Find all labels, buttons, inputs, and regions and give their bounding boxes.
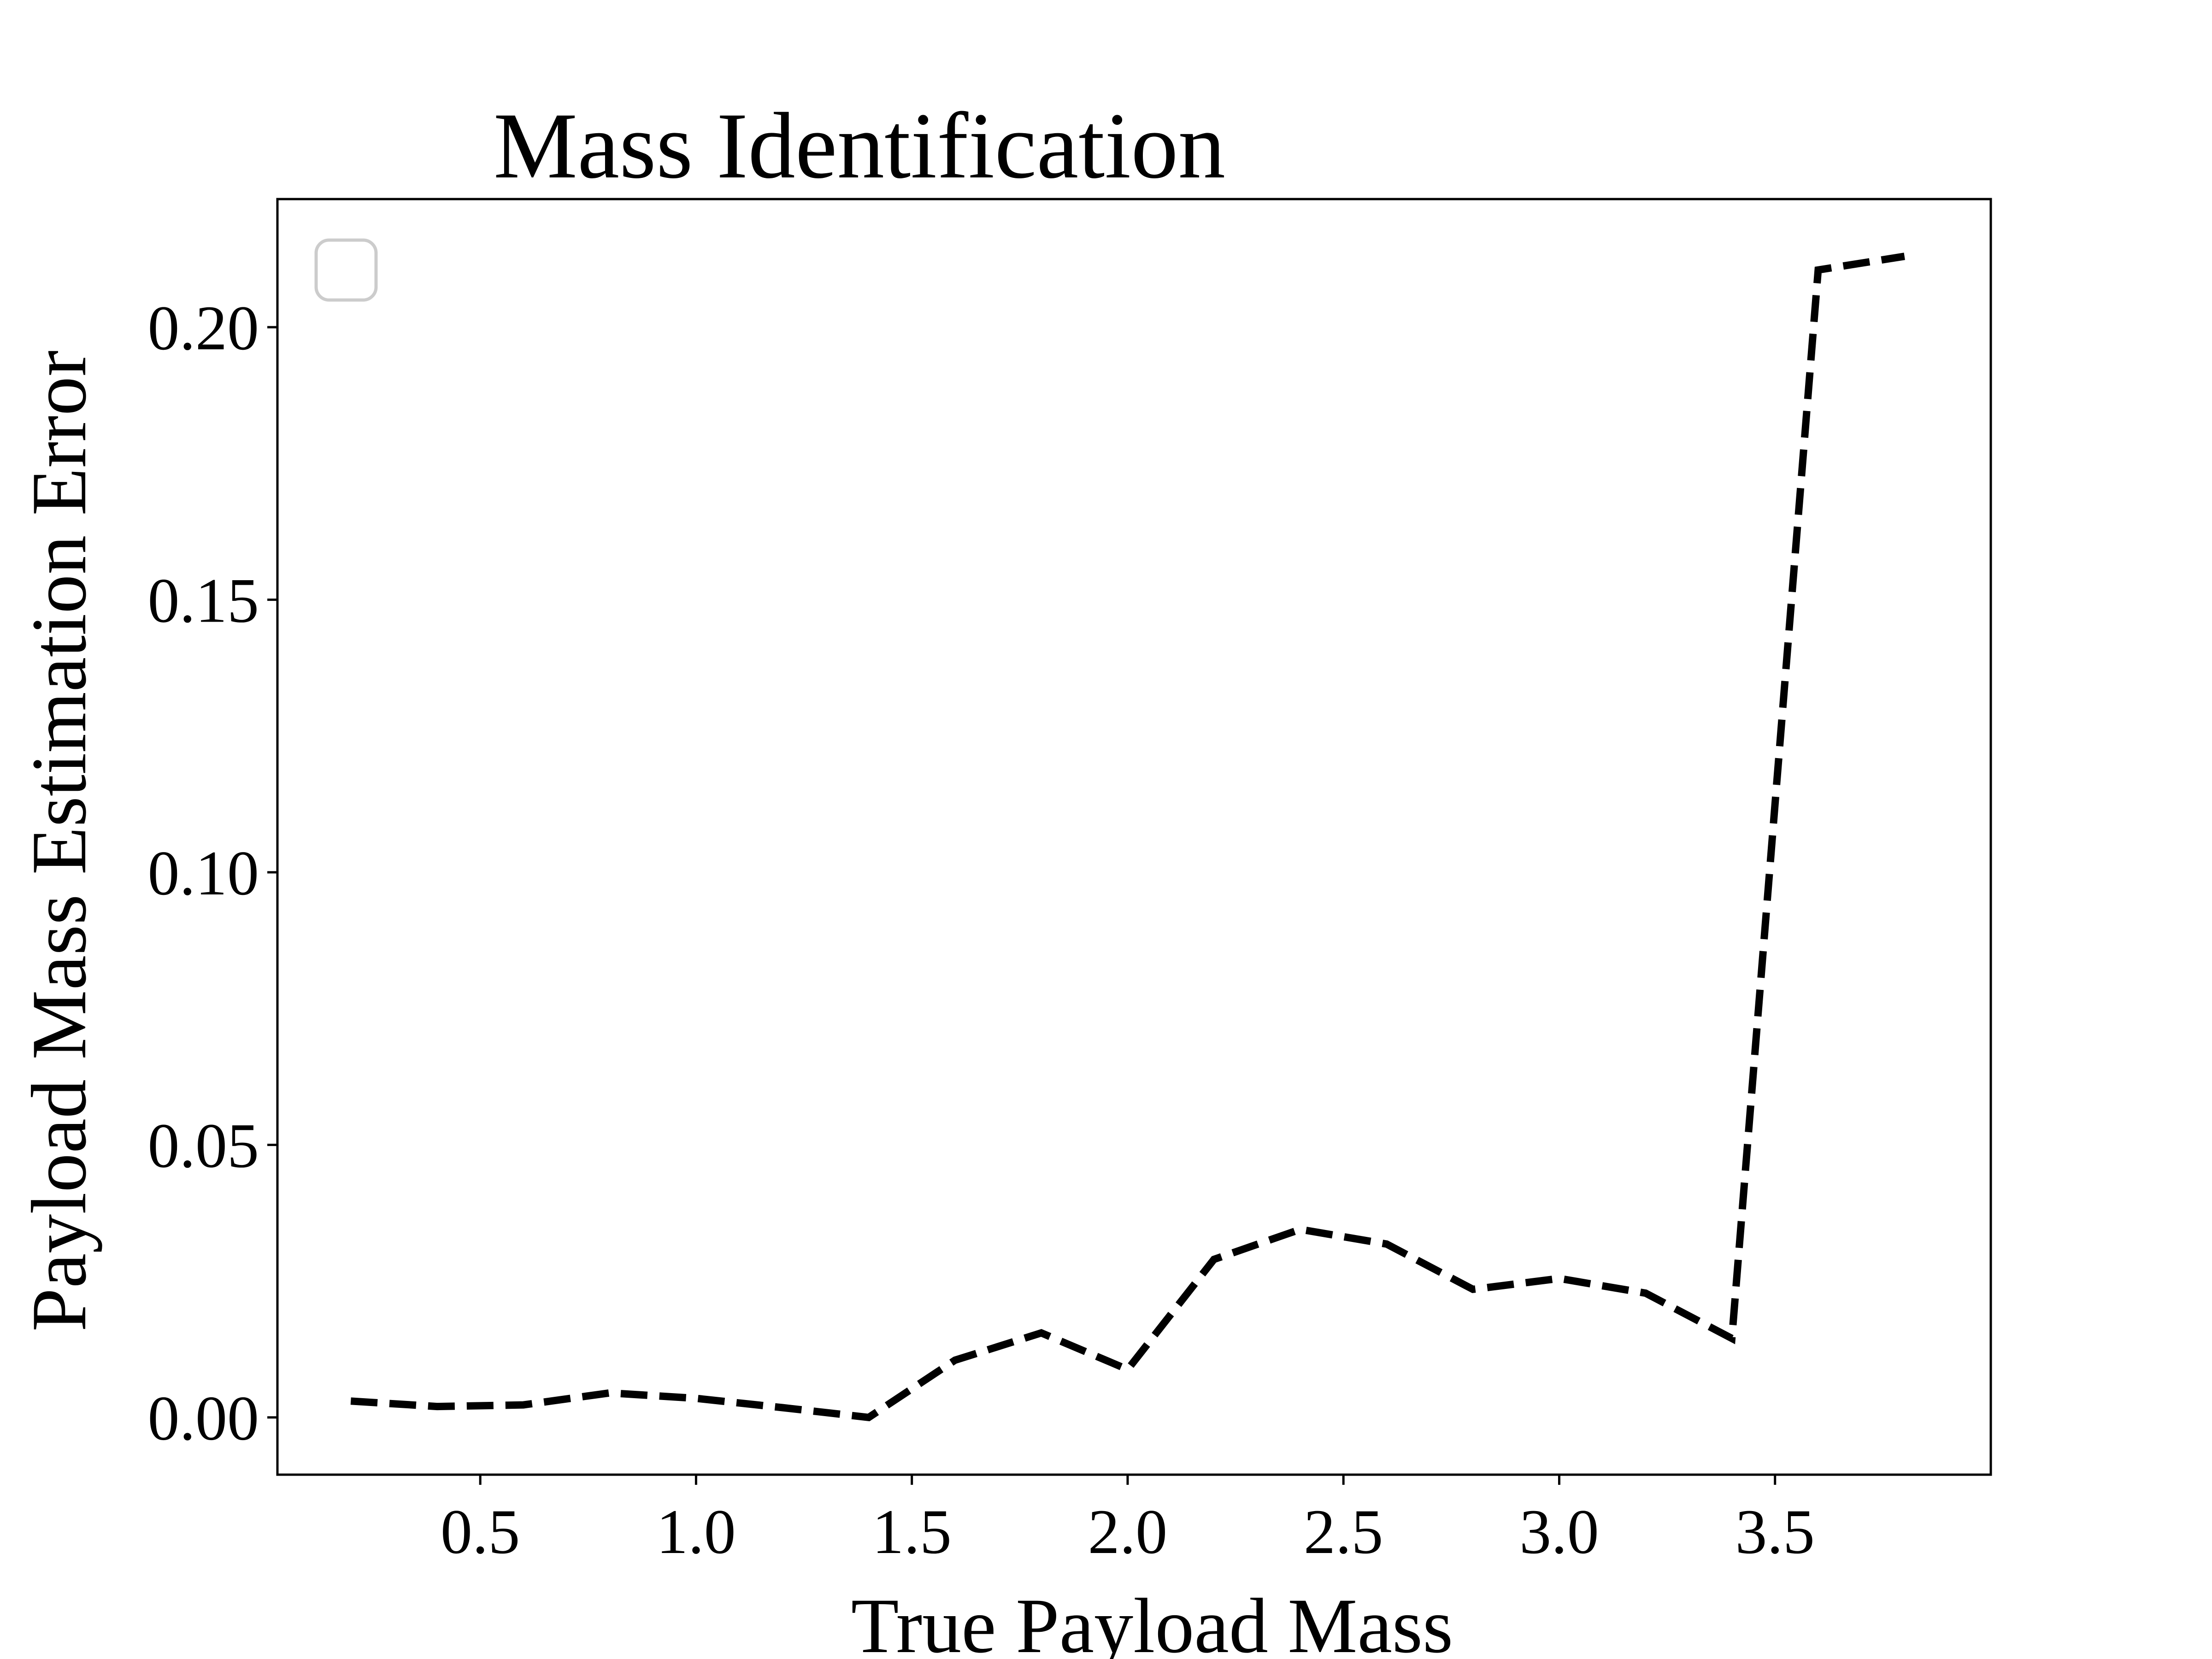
x-tick-label-4: 2.5 xyxy=(1304,1496,1383,1567)
x-tick-label-2: 1.5 xyxy=(872,1496,952,1567)
x-tick-label-6: 3.5 xyxy=(1735,1496,1815,1567)
series-line-0 xyxy=(350,253,1905,1422)
x-tick-label-3: 2.0 xyxy=(1088,1496,1168,1567)
y-tick-label-1: 0.05 xyxy=(148,1110,259,1181)
y-tick-label-3: 0.15 xyxy=(148,565,259,635)
x-axis-label: True Payload Mass xyxy=(851,1583,1453,1659)
chart-title: Mass Identification xyxy=(494,94,1225,198)
y-tick-label-4: 0.20 xyxy=(148,293,259,363)
plot-frame xyxy=(276,198,1992,1476)
x-tick-label-5: 3.0 xyxy=(1519,1496,1599,1567)
x-tick-label-1: 1.0 xyxy=(656,1496,736,1567)
x-tick-label-0: 0.5 xyxy=(441,1496,520,1567)
plot-area: 0.5 1.0 1.5 2.0 2.5 3.0 3.5 0.00 0.05 0.10 0.15 0.2… xyxy=(148,198,1992,1567)
legend-box xyxy=(314,238,378,302)
y-tick-label-0: 0.00 xyxy=(148,1383,259,1453)
y-axis-label: Payload Mass Estimation Error xyxy=(16,350,102,1331)
y-tick-label-2: 0.10 xyxy=(148,838,259,908)
